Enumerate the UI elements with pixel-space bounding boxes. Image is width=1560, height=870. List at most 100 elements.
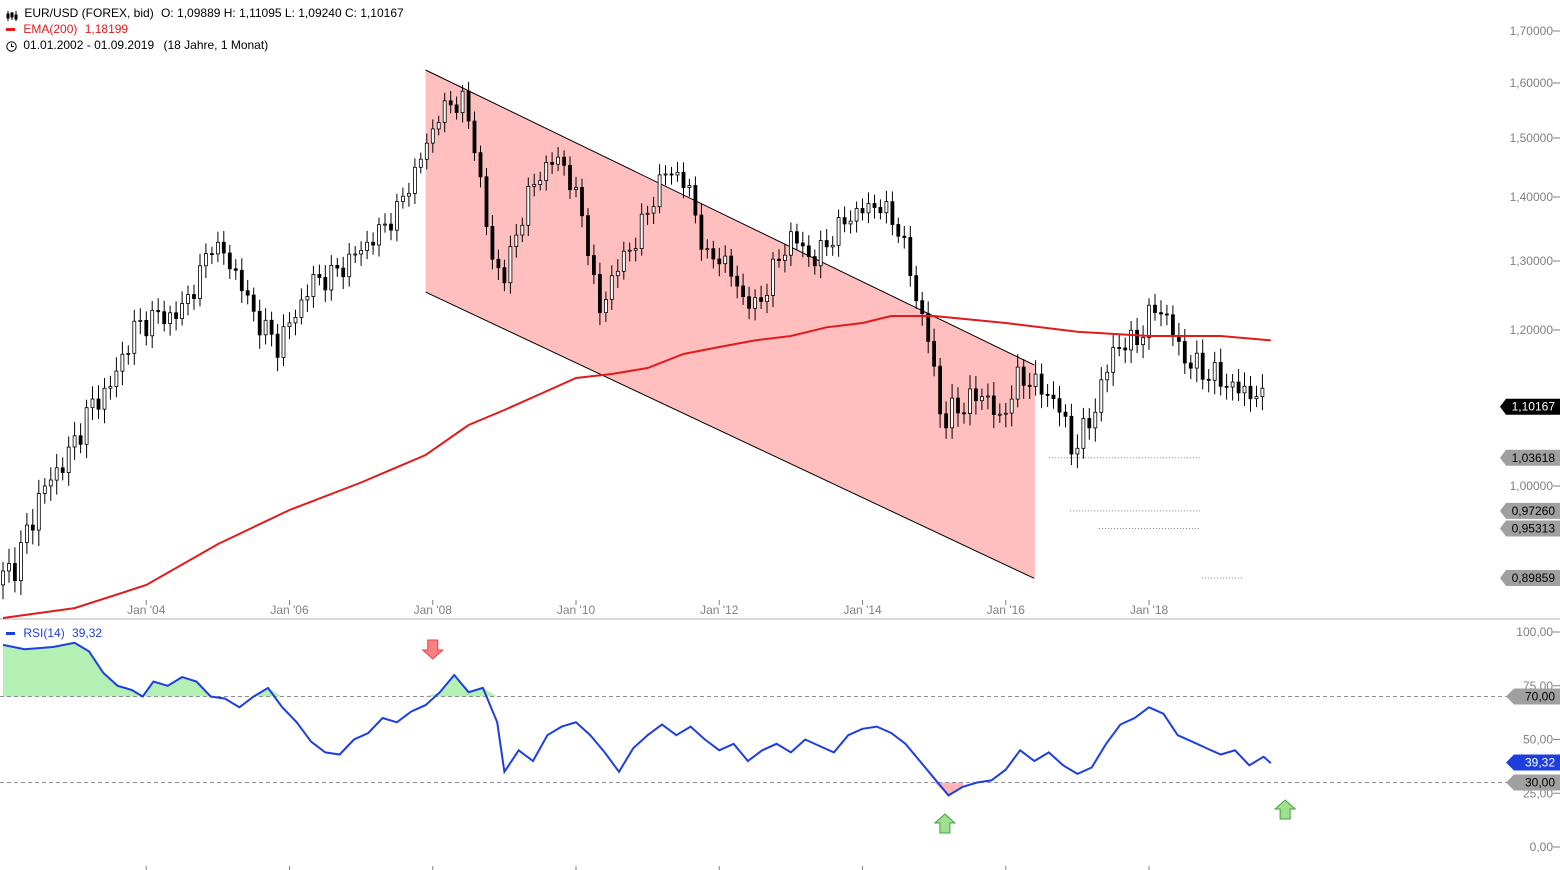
candle-body	[359, 250, 364, 255]
candle-body	[347, 253, 352, 278]
candle-body	[1188, 362, 1193, 369]
candle-body	[1254, 396, 1259, 400]
candle-body	[496, 258, 501, 269]
candle-body	[221, 241, 226, 254]
candle-body	[574, 187, 578, 190]
candle-body	[287, 322, 292, 328]
candle-body	[1081, 418, 1086, 449]
candle-body	[860, 208, 865, 214]
candle-body	[203, 253, 208, 267]
ema-value: 1,18199	[84, 22, 129, 36]
candle-body	[1218, 362, 1223, 387]
candle-body	[389, 223, 393, 231]
candle-body	[1242, 385, 1247, 394]
rsi-tag	[1506, 688, 1560, 705]
candle-body	[878, 207, 883, 214]
candle-body	[281, 326, 286, 358]
candle-body	[1015, 366, 1020, 400]
period-length: (18 Jahre, 1 Monat)	[163, 38, 269, 52]
candles-group	[1, 81, 1265, 600]
candle-body	[1051, 394, 1056, 400]
candle-body	[902, 235, 907, 238]
candle-body	[592, 255, 596, 275]
candle-body	[383, 223, 387, 226]
price-tag-label: 0,97260	[1512, 504, 1556, 518]
candle-body	[1063, 411, 1068, 417]
candle-body	[60, 467, 65, 473]
candle-body	[735, 275, 740, 287]
ema-legend[interactable]: EMA(200) 1,18199	[6, 21, 128, 37]
candle-body	[30, 524, 35, 531]
candle-body	[663, 173, 668, 176]
candle-body	[138, 319, 143, 322]
candle-body	[1093, 411, 1098, 429]
candle-body	[245, 290, 250, 296]
candle-body	[1075, 447, 1080, 455]
candle-body	[18, 542, 23, 581]
candle-body	[156, 310, 161, 313]
candle-body	[800, 242, 805, 247]
candle-body	[377, 224, 381, 246]
candle-body	[84, 407, 89, 445]
candle-body	[1212, 362, 1217, 381]
candle-body	[299, 299, 304, 318]
candle-body	[239, 269, 244, 292]
candle-body	[705, 248, 710, 251]
candle-body	[669, 173, 674, 176]
candle-body	[1039, 373, 1044, 395]
candle-body	[1111, 347, 1116, 373]
ohlc-values: O: 1,09889 H: 1,11095 L: 1,09240 C: 1,10…	[161, 6, 404, 20]
sell-signal-arrow	[421, 639, 445, 660]
y-axis-tick-label: 1,70000	[1510, 24, 1554, 38]
candle-body	[448, 100, 453, 106]
candle-body	[627, 249, 632, 252]
candle-body	[980, 396, 984, 402]
candle-body	[24, 524, 29, 543]
rsi-tag-label: 39,32	[1525, 755, 1555, 769]
candle-body	[484, 176, 489, 228]
candlestick-chart-icon	[6, 9, 18, 21]
x-axis-tick-label: Jan '06	[270, 603, 309, 617]
rsi-legend[interactable]: RSI(14) 39,32	[6, 625, 102, 641]
candle-body	[890, 201, 895, 225]
candle-body	[1200, 352, 1205, 380]
candle-body	[848, 220, 853, 225]
candle-body	[1236, 381, 1241, 394]
price-tag	[1500, 520, 1560, 537]
candle-body	[806, 245, 811, 257]
candle-body	[824, 240, 829, 248]
candle-body	[926, 313, 931, 342]
rsi-y-axis-tick-label: 50,00	[1523, 733, 1553, 747]
rsi-y-axis-tick-label: 100,00	[1516, 625, 1553, 639]
candle-body	[1147, 304, 1151, 338]
candle-body	[317, 274, 322, 278]
price-tag-label: 1,10167	[1512, 400, 1556, 414]
candle-body	[854, 208, 859, 222]
candle-body	[514, 234, 519, 248]
candle-body	[550, 161, 554, 165]
candle-body	[598, 274, 602, 314]
candle-body	[400, 195, 405, 202]
candle-body	[150, 310, 155, 337]
candle-body	[1057, 398, 1062, 413]
candle-body	[944, 413, 948, 429]
candle-body	[1224, 385, 1229, 388]
y-axis-tick-label: 1,30000	[1510, 254, 1554, 268]
candle-body	[836, 217, 841, 246]
candle-body	[1194, 352, 1199, 369]
ema-swatch	[6, 28, 15, 32]
price-tag-label: 0,95313	[1512, 522, 1556, 536]
candle-body	[460, 90, 465, 113]
x-axis-tick-label: Jan '10	[557, 603, 596, 617]
candle-body	[950, 397, 954, 429]
ema-label: EMA(200)	[23, 22, 78, 36]
candle-body	[639, 213, 644, 249]
candle-body	[424, 142, 429, 160]
rsi-label: RSI(14)	[23, 626, 65, 640]
rsi-tag-label: 30,00	[1525, 776, 1555, 790]
period-legend: 01.01.2002 - 01.09.2019 (18 Jahre, 1 Mon…	[6, 37, 268, 53]
candle-body	[442, 100, 447, 123]
candle-body	[956, 397, 960, 414]
candle-body	[1248, 385, 1253, 400]
y-axis-tick-label: 1,20000	[1510, 323, 1554, 337]
